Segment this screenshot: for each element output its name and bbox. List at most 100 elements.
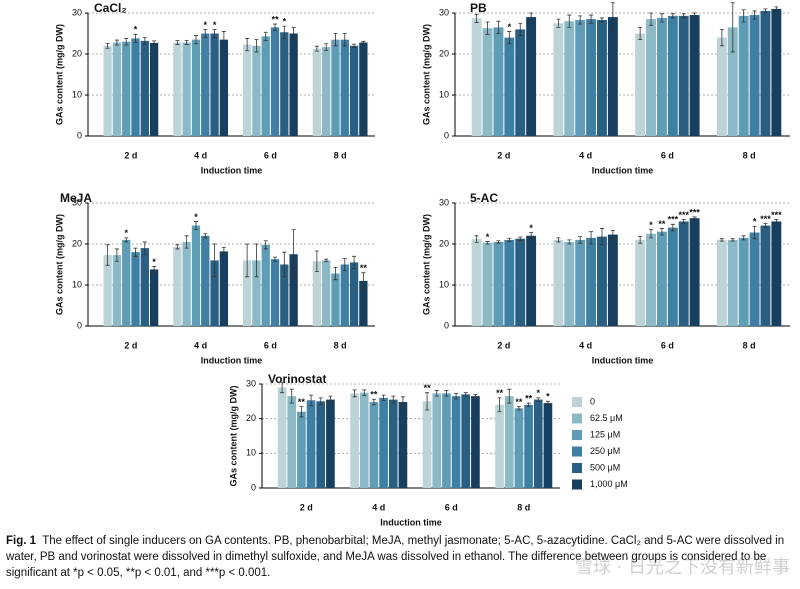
error-bar: [352, 255, 357, 269]
y-tick-label: 0: [77, 320, 82, 330]
significance-label: *: [753, 217, 757, 227]
bar: [388, 399, 398, 488]
error-bar: [352, 43, 357, 48]
error-bar: [124, 38, 129, 46]
error-bar: [221, 31, 226, 49]
significance-label: *: [213, 20, 217, 30]
error-bar: [485, 21, 490, 35]
error-bar: [529, 12, 534, 22]
bar: [369, 402, 379, 488]
error-bar: [719, 238, 724, 242]
x-tick-label: 4 d: [194, 340, 207, 350]
error-bar: [361, 272, 366, 290]
significance-label: **: [370, 390, 378, 400]
bar: [297, 411, 306, 488]
y-tick-label: 30: [72, 197, 82, 207]
bar: [635, 239, 646, 326]
bar: [678, 221, 689, 326]
chart-title: CaCl₂: [94, 1, 127, 15]
error-bar: [212, 243, 217, 278]
bar: [103, 255, 112, 326]
error-bar: [434, 390, 439, 397]
error-bar: [670, 223, 675, 232]
error-bar: [142, 37, 147, 45]
x-tick-label: 8 d: [334, 150, 347, 160]
legend-label: 500 μM: [590, 462, 620, 472]
bar: [306, 400, 316, 488]
error-bar: [578, 15, 583, 25]
significance-label: *: [194, 212, 198, 222]
error-bar: [507, 237, 512, 242]
bar: [331, 273, 340, 326]
error-bar: [752, 10, 757, 20]
error-bar: [567, 14, 572, 28]
bar: [553, 239, 564, 326]
error-bar: [485, 241, 490, 245]
error-bar: [545, 400, 550, 406]
bar: [140, 40, 149, 136]
error-bar: [245, 38, 250, 52]
bar: [379, 397, 388, 488]
bar: [771, 8, 782, 136]
significance-label: **: [298, 397, 306, 407]
error-bar: [719, 29, 724, 47]
bar: [242, 44, 252, 136]
error-bar: [692, 12, 697, 18]
error-bar: [599, 17, 604, 23]
bar: [359, 280, 368, 326]
x-tick-label: 2 d: [497, 150, 510, 160]
y-tick-label: 20: [439, 238, 449, 248]
bar: [504, 396, 514, 488]
error-bar: [649, 229, 654, 239]
bar: [112, 42, 122, 136]
error-bar: [599, 228, 604, 246]
error-bar: [649, 12, 654, 26]
x-axis-label: Induction time: [380, 517, 442, 527]
error-bar: [221, 246, 226, 256]
error-bar: [328, 395, 333, 404]
error-bar: [342, 33, 347, 47]
bar: [140, 248, 149, 326]
error-bar: [730, 2, 735, 53]
bar: [575, 239, 586, 326]
error-bar: [567, 239, 572, 245]
error-bar: [454, 392, 459, 400]
bar: [280, 264, 289, 326]
bar: [173, 246, 182, 326]
x-tick-label: 6 d: [264, 340, 277, 350]
bar: [533, 399, 543, 488]
significance-label: *: [204, 20, 208, 30]
x-tick-label: 2 d: [497, 340, 510, 350]
bar: [322, 47, 331, 136]
x-tick-label: 2 d: [300, 502, 313, 512]
bar: [738, 15, 749, 136]
bar: [727, 27, 738, 137]
error-bar: [474, 235, 479, 243]
bar: [495, 404, 504, 488]
bar: [553, 23, 564, 136]
error-bar: [152, 266, 157, 273]
caption-text: The effect of single inducers on GA cont…: [6, 535, 785, 579]
error-bar: [516, 406, 521, 411]
legend-label: 250 μM: [590, 446, 620, 456]
error-bar: [473, 394, 478, 399]
significance-label: **: [525, 393, 533, 403]
error-bar: [400, 396, 405, 408]
bar: [597, 19, 607, 136]
bar: [526, 17, 537, 137]
bar: [131, 38, 140, 136]
significance-label: ***: [689, 207, 700, 217]
bar: [771, 221, 782, 326]
bar: [359, 392, 369, 488]
bar: [526, 235, 537, 326]
bar: [349, 262, 359, 326]
x-tick-label: 8 d: [334, 340, 347, 350]
bar: [287, 396, 297, 488]
bar: [322, 260, 331, 326]
error-bar: [273, 256, 278, 262]
legend-swatch: [572, 430, 582, 440]
error-bar: [381, 394, 386, 402]
legend-label: 1,000 μM: [590, 479, 628, 489]
bar: [749, 232, 760, 326]
bar: [122, 41, 131, 137]
